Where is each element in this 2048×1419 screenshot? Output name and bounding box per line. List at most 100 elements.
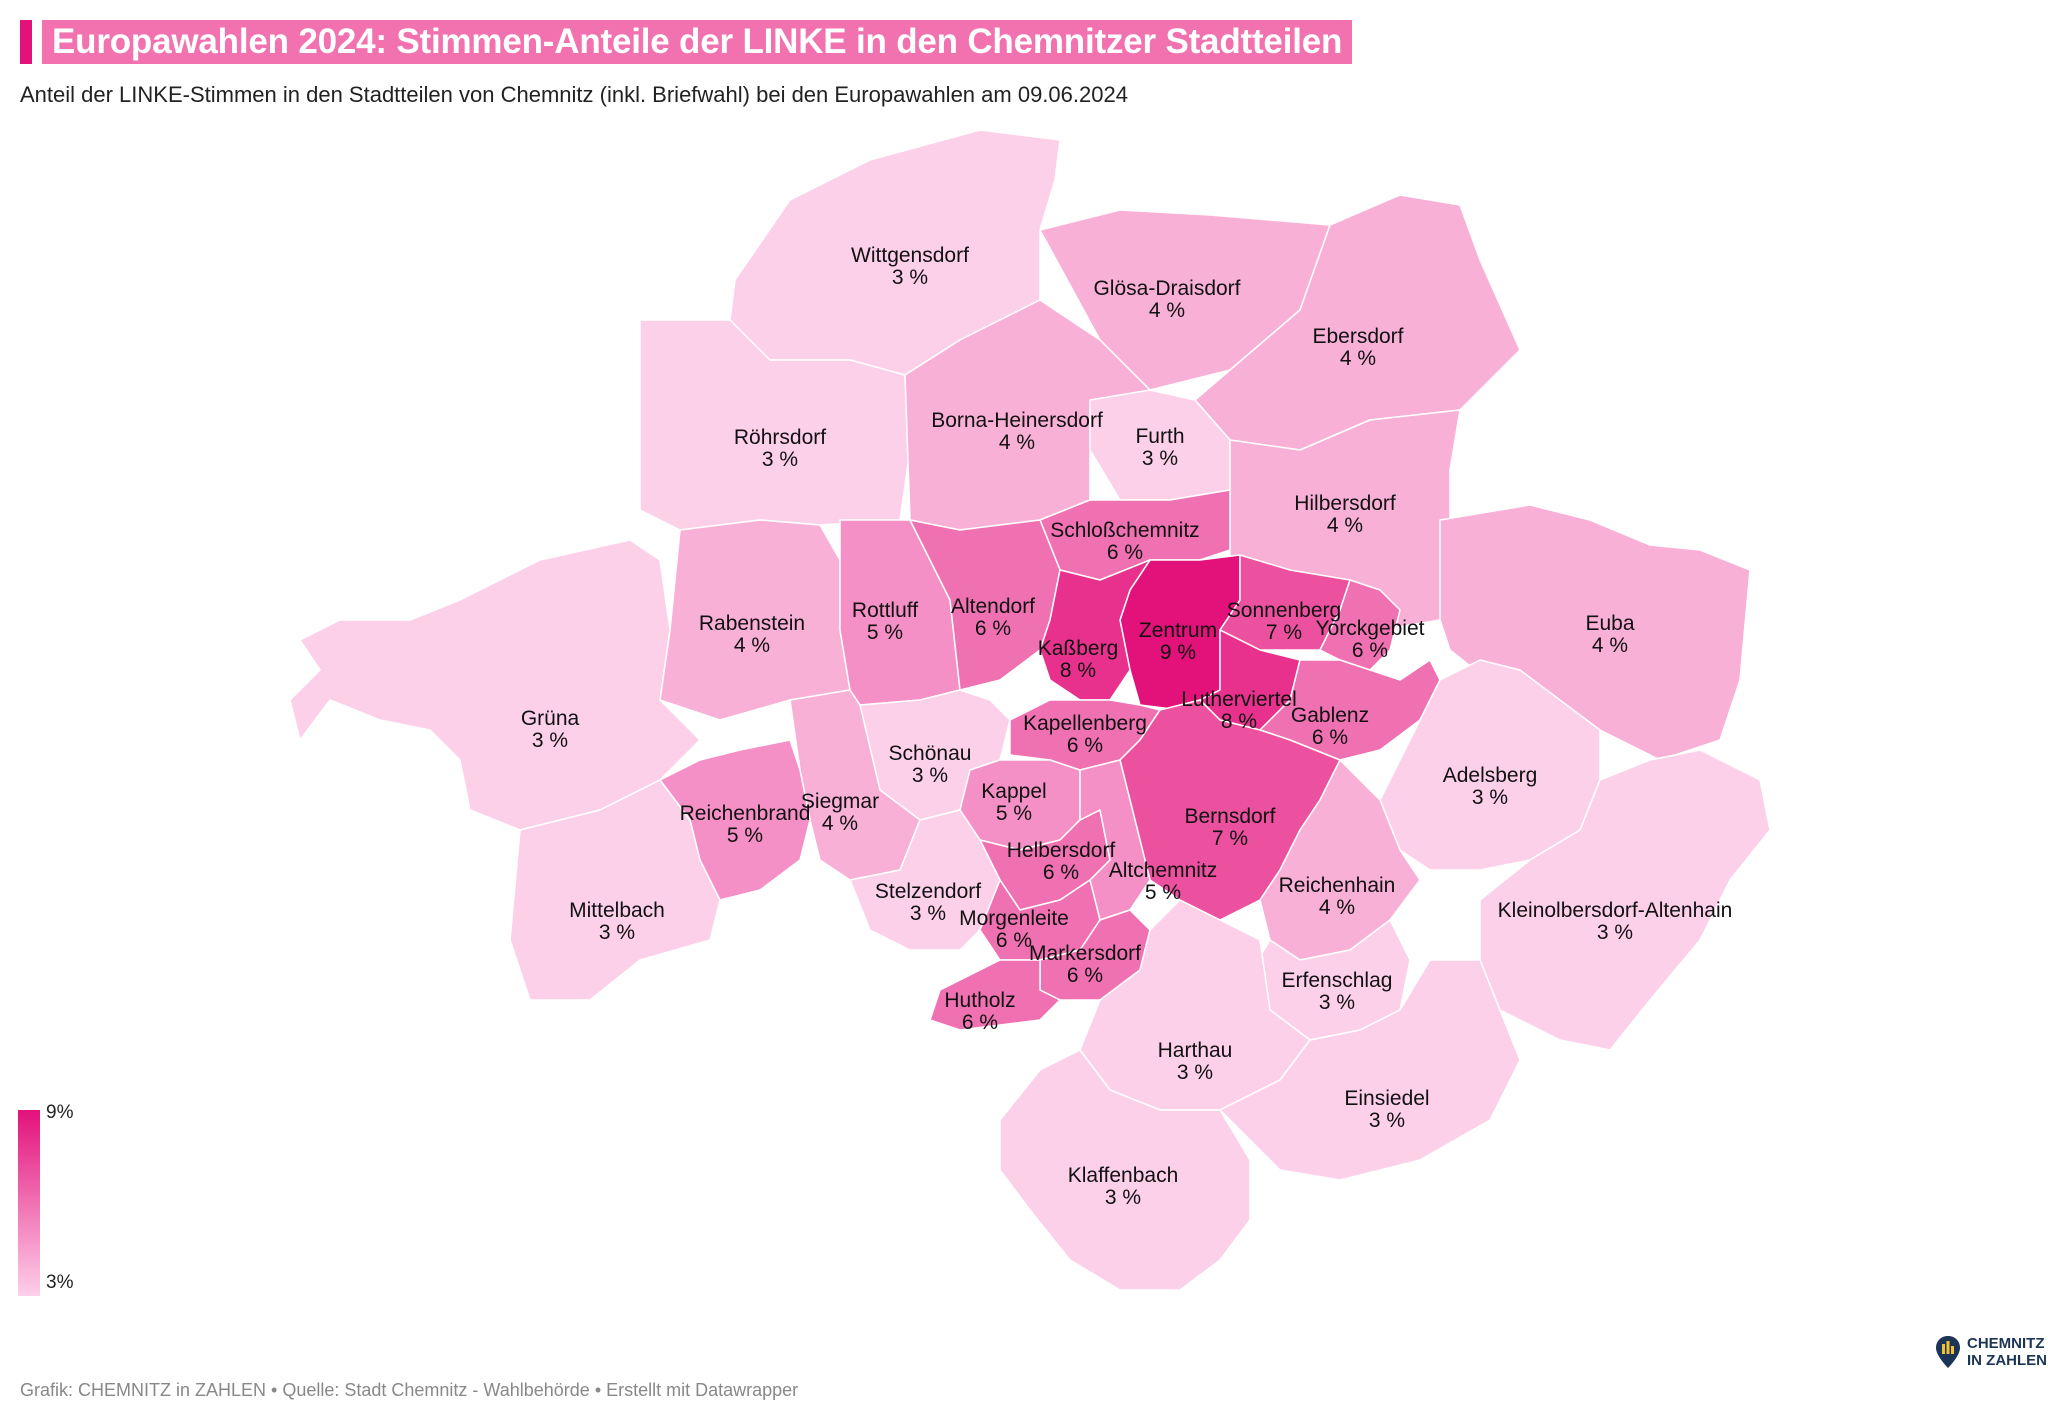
district-einsiedel[interactable] xyxy=(1219,959,1521,1181)
district-name-label: Reichenbrand xyxy=(680,802,811,825)
district-value-label: 3 % xyxy=(762,448,798,471)
district-name-label: Altchemnitz xyxy=(1109,859,1218,882)
district-value-label: 6 % xyxy=(975,617,1011,640)
district-roehrsdorf[interactable] xyxy=(639,319,911,531)
district-value-label: 3 % xyxy=(1472,786,1508,809)
district-value-label: 4 % xyxy=(1149,299,1185,322)
district-name-label: Ebersdorf xyxy=(1312,325,1403,348)
district-value-label: 3 % xyxy=(1319,991,1355,1014)
title-accent-bar xyxy=(20,20,32,64)
district-value-label: 5 % xyxy=(996,802,1032,825)
district-kassberg[interactable] xyxy=(1039,559,1151,701)
district-name-label: Grüna xyxy=(521,707,580,730)
district-name-label: Röhrsdorf xyxy=(734,426,826,449)
district-name-label: Hutholz xyxy=(944,989,1015,1012)
district-name-label: Einsiedel xyxy=(1344,1087,1429,1110)
legend-max-label: 9% xyxy=(46,1102,74,1123)
district-name-label: Wittgensdorf xyxy=(851,244,969,267)
district-name-label: Yorckgebiet xyxy=(1316,617,1425,640)
district-name-label: Kleinolbersdorf-Altenhain xyxy=(1498,899,1733,922)
district-value-label: 5 % xyxy=(727,824,763,847)
district-name-label: Harthau xyxy=(1158,1039,1233,1062)
district-value-label: 6 % xyxy=(1312,726,1348,749)
district-borna-heinersdorf[interactable] xyxy=(904,299,1151,531)
district-name-label: Stelzendorf xyxy=(875,880,981,903)
legend-min-label: 3% xyxy=(46,1272,74,1293)
district-value-label: 6 % xyxy=(962,1011,998,1034)
district-value-label: 6 % xyxy=(1067,734,1103,757)
district-value-label: 4 % xyxy=(1592,634,1628,657)
brand-logo: CHEMNITZ IN ZAHLEN xyxy=(1935,1335,2047,1369)
legend-gradient-bar xyxy=(18,1110,40,1296)
district-value-label: 3 % xyxy=(532,729,568,752)
source-footer: Grafik: CHEMNITZ in ZAHLEN • Quelle: Sta… xyxy=(20,1380,799,1400)
district-value-label: 4 % xyxy=(822,812,858,835)
district-value-label: 3 % xyxy=(912,764,948,787)
district-value-label: 5 % xyxy=(867,621,903,644)
district-name-label: Glösa-Draisdorf xyxy=(1093,277,1240,300)
district-name-label: Mittelbach xyxy=(569,899,665,922)
pin-badge-icon xyxy=(1936,1336,1960,1368)
district-value-label: 4 % xyxy=(1319,896,1355,919)
district-name-label: Reichenhain xyxy=(1279,874,1396,897)
district-value-label: 3 % xyxy=(1369,1109,1405,1132)
district-value-label: 6 % xyxy=(1043,861,1079,884)
district-value-label: 4 % xyxy=(1327,514,1363,537)
district-hutholz[interactable] xyxy=(929,959,1061,1031)
district-name-label: Schloßchemnitz xyxy=(1050,519,1199,542)
district-value-label: 8 % xyxy=(1221,710,1257,733)
district-name-label: Adelsberg xyxy=(1443,764,1538,787)
district-klaffenbach[interactable] xyxy=(999,1049,1251,1291)
district-value-label: 4 % xyxy=(999,431,1035,454)
district-name-label: Zentrum xyxy=(1139,619,1217,642)
district-value-label: 6 % xyxy=(1352,639,1388,662)
district-value-label: 6 % xyxy=(1067,964,1103,987)
district-regions xyxy=(289,129,1771,1291)
district-name-label: Klaffenbach xyxy=(1068,1164,1179,1187)
district-name-label: Hilbersdorf xyxy=(1294,492,1396,515)
district-name-label: Sonnenberg xyxy=(1227,599,1341,622)
district-name-label: Euba xyxy=(1585,612,1634,635)
logo-line-1: CHEMNITZ xyxy=(1967,1335,2045,1352)
page-subtitle: Anteil der LINKE-Stimmen in den Stadttei… xyxy=(20,82,1128,107)
district-name-label: Schönau xyxy=(889,742,972,765)
district-name-label: Altendorf xyxy=(951,595,1035,618)
district-name-label: Kappel xyxy=(981,780,1046,803)
district-value-label: 3 % xyxy=(1597,921,1633,944)
district-value-label: 5 % xyxy=(1145,881,1181,904)
district-value-label: 7 % xyxy=(1212,827,1248,850)
color-legend: 9% 3% xyxy=(18,1102,88,1300)
district-name-label: Erfenschlag xyxy=(1282,969,1393,992)
district-value-label: 3 % xyxy=(1105,1186,1141,1209)
district-value-label: 3 % xyxy=(1177,1061,1213,1084)
district-value-label: 3 % xyxy=(892,266,928,289)
district-name-label: Bernsdorf xyxy=(1184,805,1275,828)
district-value-label: 3 % xyxy=(1142,447,1178,470)
district-name-label: Markersdorf xyxy=(1029,942,1141,965)
title-block: Europawahlen 2024: Stimmen-Anteile der L… xyxy=(20,20,1353,64)
district-value-label: 6 % xyxy=(1107,541,1143,564)
page-title: Europawahlen 2024: Stimmen-Anteile der L… xyxy=(42,20,1353,64)
district-value-label: 3 % xyxy=(599,921,635,944)
district-name-label: Lutherviertel xyxy=(1181,688,1297,711)
district-value-label: 4 % xyxy=(734,634,770,657)
district-value-label: 9 % xyxy=(1160,641,1196,664)
district-mittelbach[interactable] xyxy=(509,779,721,1001)
district-name-label: Kapellenberg xyxy=(1023,712,1147,735)
district-value-label: 8 % xyxy=(1060,659,1096,682)
district-value-label: 4 % xyxy=(1340,347,1376,370)
district-value-label: 7 % xyxy=(1266,621,1302,644)
district-name-label: Helbersdorf xyxy=(1007,839,1116,862)
district-name-label: Kaßberg xyxy=(1038,637,1119,660)
logo-line-2: IN ZAHLEN xyxy=(1967,1352,2047,1369)
district-name-label: Rabenstein xyxy=(699,612,805,635)
district-name-label: Rottluff xyxy=(852,599,918,622)
district-gruena[interactable] xyxy=(289,539,701,831)
district-name-label: Morgenleite xyxy=(959,907,1069,930)
district-name-label: Borna-Heinersdorf xyxy=(931,409,1103,432)
district-value-label: 6 % xyxy=(996,929,1032,952)
district-name-label: Furth xyxy=(1135,425,1184,448)
district-name-label: Siegmar xyxy=(801,790,879,813)
